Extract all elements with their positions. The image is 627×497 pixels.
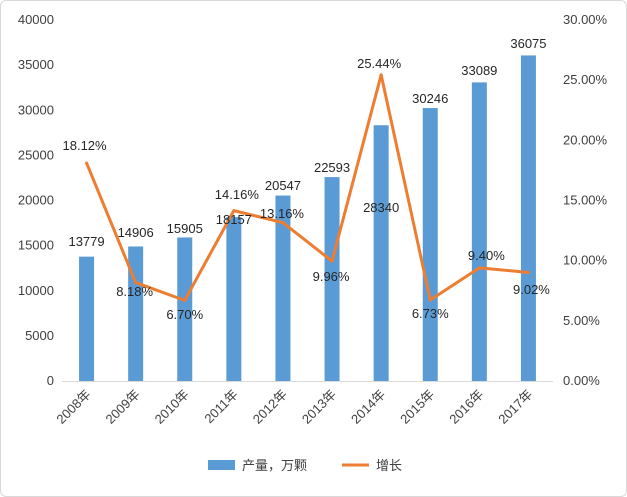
bar-data-label: 15905 [167, 221, 203, 236]
bar-data-label: 33089 [461, 63, 497, 78]
bar [177, 237, 193, 381]
line-data-label: 6.70% [166, 307, 203, 322]
y-right-tick-label: 10.00% [563, 253, 608, 268]
growth-point [379, 73, 383, 77]
y-left-tick-label: 30000 [18, 102, 54, 117]
x-tick-label: 2017年 [495, 387, 535, 427]
growth-point [526, 270, 530, 274]
growth-point [330, 259, 334, 263]
bar-data-label: 18157 [216, 212, 252, 227]
x-tick-label: 2015年 [397, 387, 437, 427]
legend-bar-label: 产量，万颗 [242, 458, 307, 473]
bar-data-label: 22593 [314, 160, 350, 175]
x-tick-label: 2011年 [201, 387, 241, 427]
y-right-tick-label: 15.00% [563, 193, 608, 208]
y-right-tick-label: 5.00% [563, 313, 600, 328]
y-left-tick-label: 35000 [18, 57, 54, 72]
x-tick-label: 2013年 [299, 387, 339, 427]
line-data-label: 25.44% [357, 56, 402, 71]
bar [520, 55, 536, 381]
growth-point [232, 209, 236, 213]
line-data-label: 9.40% [468, 248, 505, 263]
bar-data-label: 36075 [510, 36, 546, 51]
y-left-tick-label: 25000 [18, 147, 54, 162]
bar [373, 125, 389, 381]
bar [324, 177, 340, 381]
x-tick-label: 2008年 [53, 387, 93, 427]
bar [471, 82, 487, 382]
growth-point [183, 298, 187, 302]
bar [226, 217, 242, 381]
legend-bar-swatch [208, 460, 235, 470]
bar-data-label: 20547 [265, 178, 301, 193]
bar-data-label: 14906 [118, 225, 154, 240]
line-data-label: 14.16% [215, 187, 260, 202]
y-left-tick-label: 0 [47, 373, 54, 388]
line-data-label: 9.02% [513, 282, 550, 297]
line-data-label: 18.12% [63, 138, 108, 153]
x-tick-label: 2014年 [348, 387, 388, 427]
y-right-tick-label: 20.00% [563, 132, 608, 147]
bar [128, 246, 144, 381]
y-left-tick-label: 15000 [18, 238, 54, 253]
bar-data-label: 30246 [412, 91, 448, 106]
bar-data-label: 13779 [68, 234, 104, 249]
bar [422, 108, 438, 381]
growth-point [134, 281, 138, 285]
growth-point [85, 161, 89, 165]
bar [275, 195, 291, 381]
y-right-tick-label: 30.00% [563, 12, 608, 27]
growth-line [85, 73, 529, 302]
y-left-tick-label: 40000 [18, 12, 54, 27]
y-left-tick-label: 10000 [18, 283, 54, 298]
growth-point [281, 221, 285, 225]
x-tick-label: 2010年 [152, 387, 192, 427]
y-left-tick-label: 20000 [18, 193, 54, 208]
legend-line-label: 增长 [376, 458, 402, 473]
growth-point [428, 298, 432, 302]
y-left-tick-label: 5000 [25, 328, 54, 343]
bar [79, 256, 95, 381]
line-data-label: 9.96% [313, 269, 350, 284]
line-data-label: 8.18% [116, 284, 153, 299]
x-tick-label: 2016年 [446, 387, 486, 427]
bar-data-label: 28340 [363, 200, 399, 215]
line-data-label: 6.73% [412, 306, 449, 321]
x-tick-label: 2012年 [250, 387, 290, 427]
x-tick-label: 2009年 [103, 387, 143, 427]
growth-point [477, 266, 481, 270]
y-right-tick-label: 0.00% [563, 373, 600, 388]
y-right-tick-label: 25.00% [563, 72, 608, 87]
line-data-label: 13.16% [260, 206, 305, 221]
